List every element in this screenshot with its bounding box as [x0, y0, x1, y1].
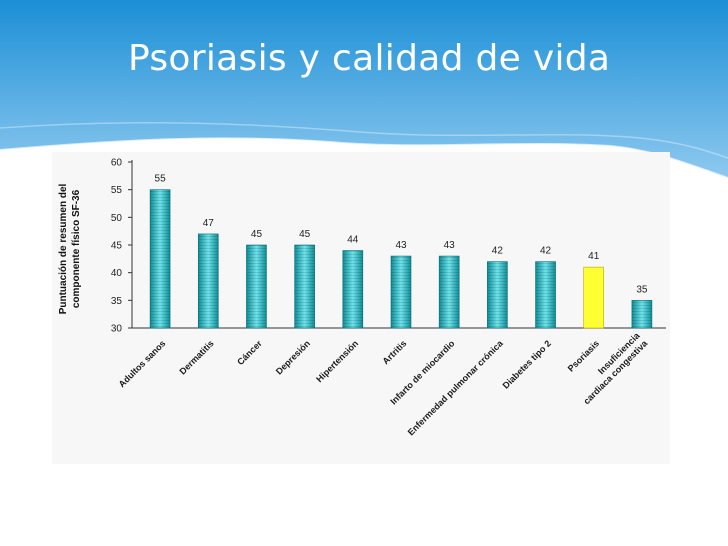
- x-category-label: Dermatitis: [177, 338, 215, 376]
- bar-texture: [439, 256, 460, 328]
- x-category-label: Cáncer: [235, 338, 264, 367]
- x-category-label: Diabetes tipo 2: [501, 338, 553, 390]
- bar-texture: [535, 261, 556, 328]
- bar-value-label: 44: [347, 235, 359, 246]
- x-category-label: Hipertensión: [314, 338, 360, 384]
- y-tick-label: 35: [111, 296, 123, 307]
- bar-value-label: 43: [444, 240, 456, 251]
- x-category-label: Enfermedad pulmonar crónica: [406, 338, 506, 438]
- bar-texture: [631, 300, 652, 328]
- header-wave-shape: [0, 0, 728, 178]
- y-axis-label: Puntuación de resumen del componente físi…: [58, 183, 82, 314]
- chart-panel: Puntuación de resumen del componente físi…: [52, 152, 670, 464]
- y-tick-label: 45: [111, 241, 123, 252]
- slide-title: Psoriasis y calidad de vida: [128, 38, 611, 79]
- x-category-label: Depresión: [274, 338, 312, 376]
- bar-texture: [487, 261, 508, 328]
- x-category-label: Adultos sanos: [117, 338, 168, 389]
- bar: [583, 266, 605, 329]
- bar-series: [149, 189, 653, 329]
- bar-value-label: 55: [155, 174, 167, 185]
- header-wave-highlight-2: [0, 122, 728, 159]
- y-tick-label: 40: [111, 268, 123, 279]
- y-tick-label: 50: [111, 213, 123, 224]
- bar-texture: [391, 256, 411, 328]
- bar-texture: [246, 245, 267, 328]
- x-category-label: Insuficienciacardiaca congestiva: [574, 330, 650, 406]
- bar-texture: [342, 250, 363, 328]
- chart-labels: 30 35 40 45 50 55 60 55 Adultos sanos 47 Dermatiti…: [111, 158, 650, 438]
- bar-value-label: 35: [636, 284, 648, 295]
- bar-value-label: 41: [588, 251, 600, 262]
- bar-value-label: 42: [540, 246, 552, 257]
- y-tick-label: 60: [111, 158, 123, 169]
- bar-value-label: 45: [251, 229, 263, 240]
- bar-value-label: 43: [395, 240, 407, 251]
- bar-value-label: 42: [492, 246, 504, 257]
- x-category-label: Artritis: [380, 338, 408, 366]
- bar-chart: Puntuación de resumen del componente físi…: [58, 158, 666, 438]
- y-tick-label: 30: [111, 324, 123, 335]
- bar-texture: [150, 189, 171, 328]
- bar-value-label: 47: [203, 218, 215, 229]
- bar-texture: [294, 245, 315, 328]
- bar-texture: [198, 233, 219, 328]
- bar-value-label: 45: [299, 229, 311, 240]
- y-axis-title: Puntuación de resumen del componente físi…: [58, 183, 82, 314]
- y-tick-label: 55: [111, 185, 123, 196]
